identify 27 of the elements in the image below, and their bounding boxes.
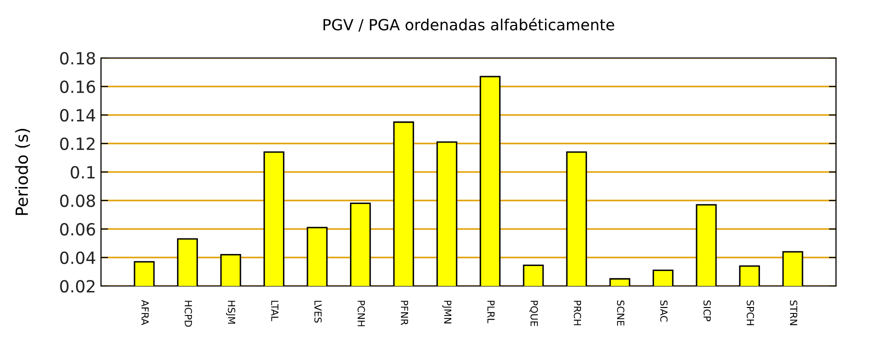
- x-tick-label: SICP: [703, 300, 711, 322]
- y-tick-label: 0.14: [60, 108, 96, 122]
- x-tick-label: LTAL: [271, 300, 278, 322]
- y-tick-label: 0.08: [60, 194, 95, 208]
- chart-title: PGV / PGA ordenadas alfabéticamente: [324, 18, 614, 32]
- x-tick-label: SPCH: [746, 300, 754, 326]
- y-tick-label: 0.12: [60, 137, 94, 150]
- x-tick-label: SIAC: [660, 300, 668, 322]
- y-tick-label: 0.18: [60, 52, 95, 65]
- x-tick-label: HCPD: [184, 300, 192, 327]
- x-tick-label: PLRL: [487, 300, 495, 324]
- x-tick-label: STRN: [790, 300, 798, 326]
- y-tick-label: 0.02: [60, 280, 94, 293]
- x-tick-label: PRCH: [574, 300, 582, 326]
- y-axis-title: Periodo (s): [15, 128, 30, 215]
- y-tick-label: 0.06: [60, 222, 96, 236]
- y-tick-label: 0.04: [60, 251, 96, 264]
- x-tick-label: SCNE: [617, 300, 624, 326]
- y-tick-label: 0.1: [70, 166, 95, 179]
- x-tick-label: PCNH: [358, 300, 365, 326]
- x-tick-label: PFNR: [400, 300, 408, 326]
- x-tick-label: LVES: [314, 300, 322, 323]
- x-tick-label: AFRA: [142, 300, 149, 326]
- y-tick-label: 0.16: [60, 80, 96, 94]
- x-tick-label: HSJM: [226, 300, 236, 324]
- x-tick-label: PJMN: [442, 300, 452, 324]
- x-tick-label: PQUE: [529, 300, 538, 326]
